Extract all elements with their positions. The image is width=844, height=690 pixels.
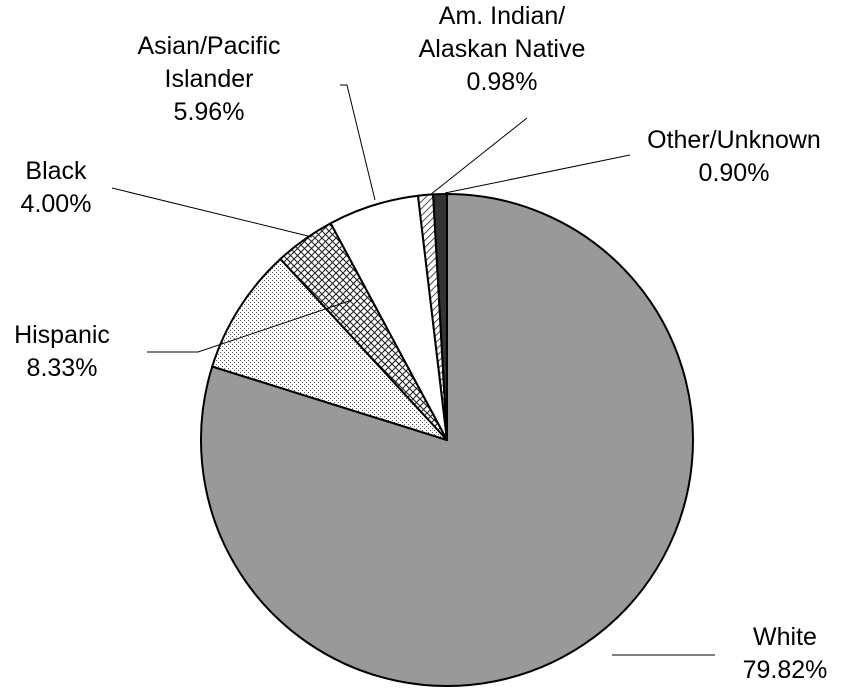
leader-line-3 [340, 84, 376, 201]
slice-value-5: 0.90% [699, 159, 770, 187]
pie-slice-5 [432, 192, 448, 441]
leader-line-1 [147, 299, 353, 353]
slice-value-3: 5.96% [174, 98, 245, 126]
slice-label-0: White 79.82% [743, 623, 828, 684]
slice-value-2: 4.00% [21, 190, 92, 218]
slice-name-2: Black [25, 157, 87, 185]
slice-name-4: Am. Indian/ [439, 2, 566, 30]
slice-value-4: 0.98% [467, 68, 538, 96]
slice-name-4: Alaskan Native [419, 35, 586, 63]
leader-lines [111, 84, 715, 656]
slice-name-1: Hispanic [14, 321, 110, 349]
slice-label-4: Am. Indian/Alaskan Native 0.98% [419, 2, 586, 96]
slice-label-1: Hispanic 8.33% [14, 321, 110, 382]
slice-name-3: Islander [165, 65, 254, 93]
slice-label-2: Black 4.00% [21, 157, 92, 218]
slice-label-3: Asian/Pacific Islander 5.96% [137, 32, 280, 126]
slice-value-1: 8.33% [27, 354, 98, 382]
slice-label-5: Other/Unknown 0.90% [647, 126, 821, 187]
pie-slices [200, 192, 694, 687]
pie-slice-1 [211, 258, 448, 441]
slice-name-3: Asian/Pacific [137, 32, 280, 60]
slice-labels: White 79.82% Hispanic 8.33% Black 4.00% Asian/… [14, 2, 827, 684]
leader-line-4 [429, 117, 528, 196]
pie-slice-0 [200, 193, 694, 687]
leader-line-5 [444, 154, 631, 194]
slice-name-0: White [753, 623, 817, 651]
slice-value-0: 79.82% [743, 656, 828, 684]
slice-name-5: Other/Unknown [647, 126, 821, 154]
leader-line-2 [111, 187, 313, 238]
